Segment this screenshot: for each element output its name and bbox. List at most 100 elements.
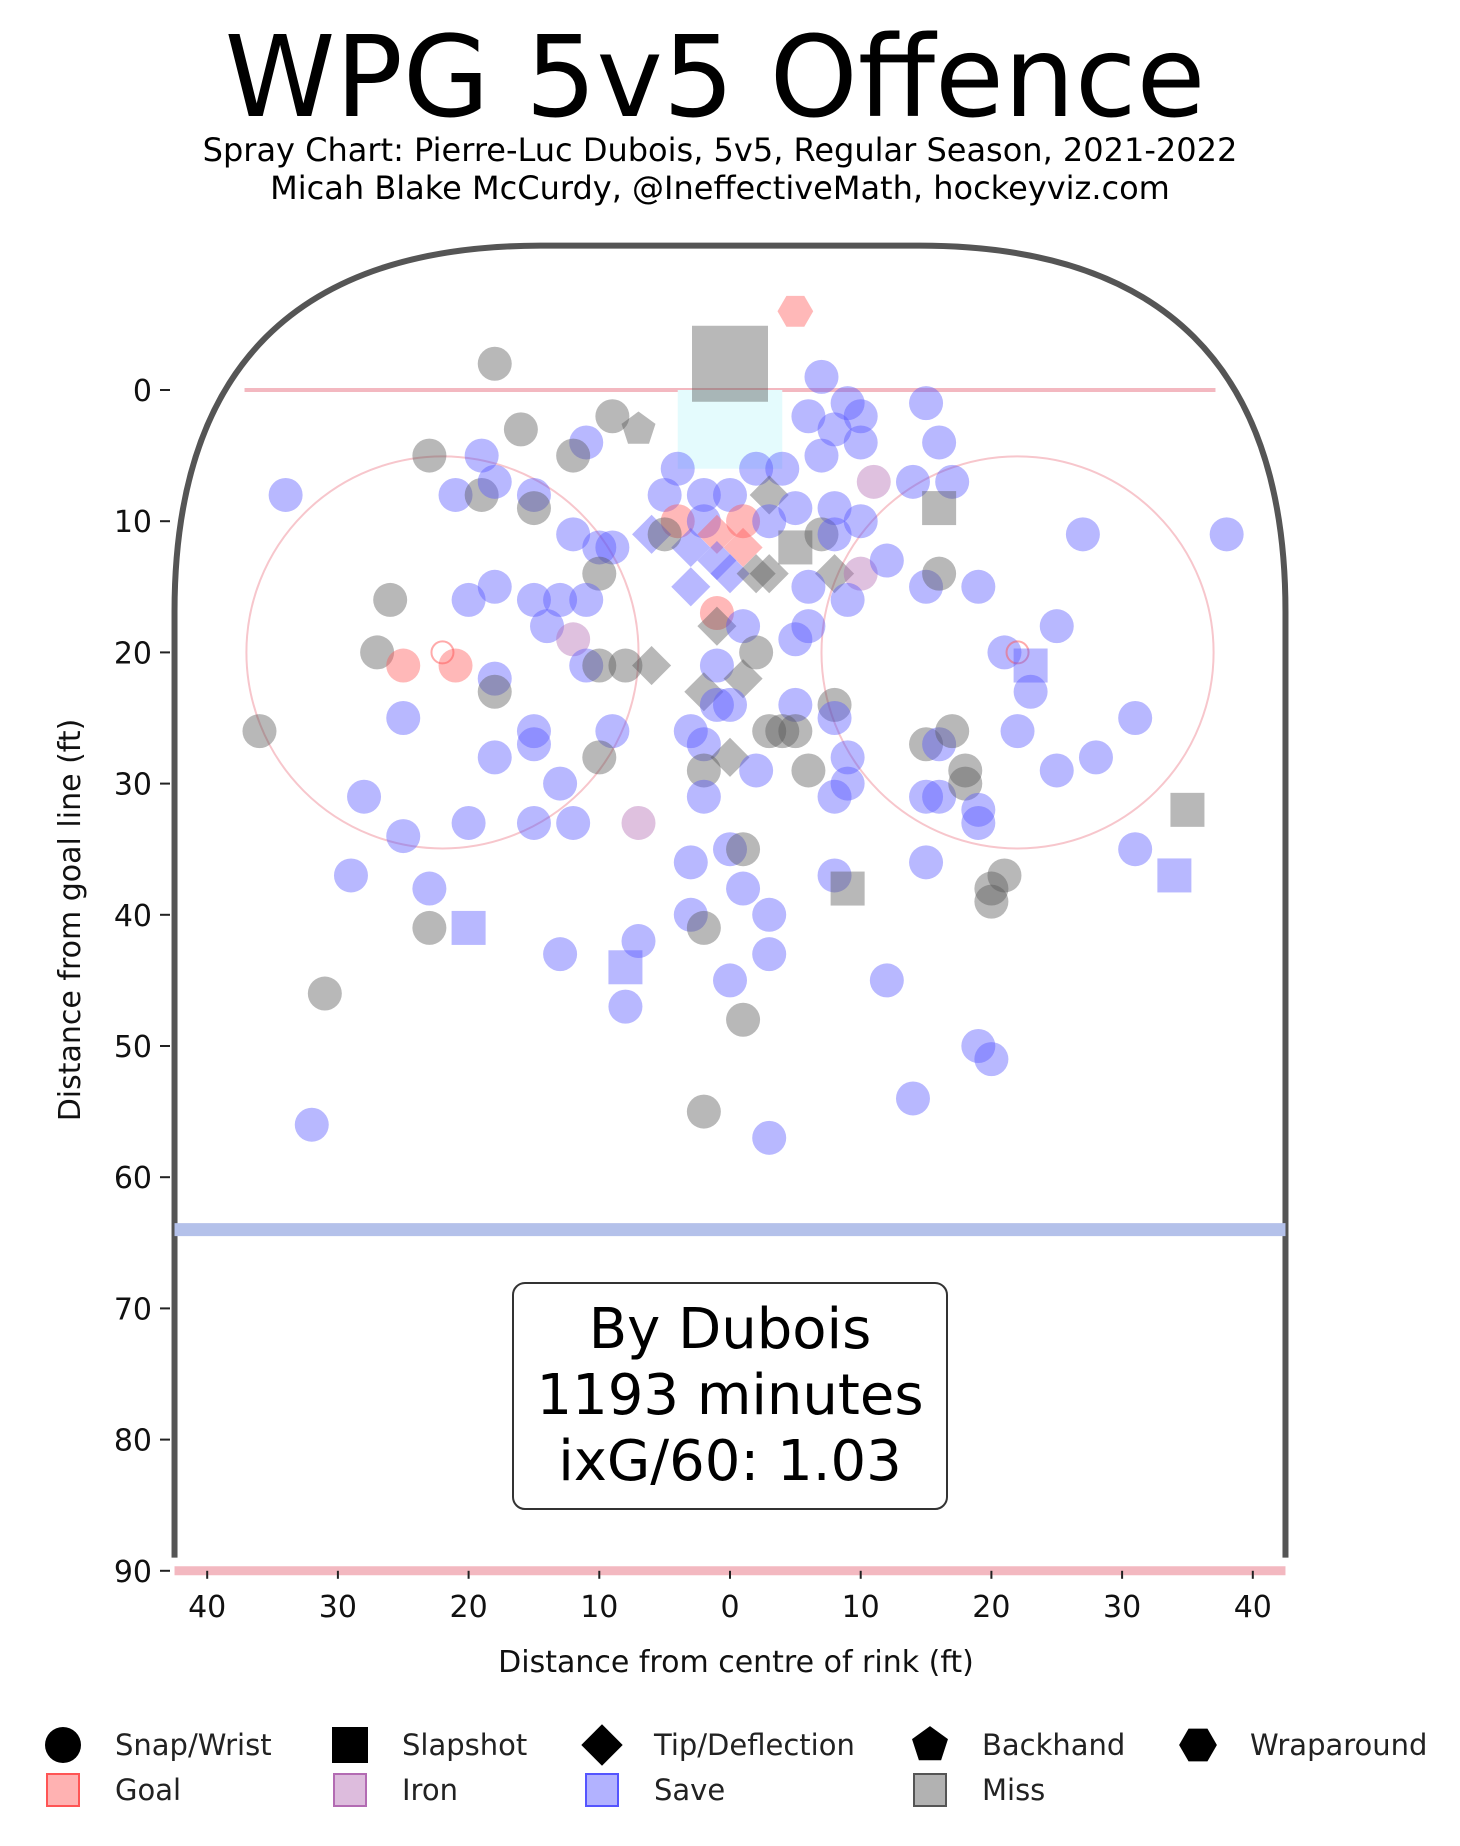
shot-point-miss xyxy=(464,477,499,512)
shot-point-miss xyxy=(412,910,447,945)
shot-point-miss xyxy=(632,645,672,686)
circle-marker-icon xyxy=(45,1727,81,1763)
shot-point-miss xyxy=(686,1094,721,1129)
info-box-player: By Dubois xyxy=(589,1297,872,1362)
shot-point-save xyxy=(686,727,721,762)
shot-point-save xyxy=(451,805,486,840)
shot-point-miss xyxy=(974,884,1009,919)
shot-point-save xyxy=(595,714,630,749)
legend-swatch-miss xyxy=(913,1773,947,1807)
shot-point-save xyxy=(961,1029,996,1063)
shot-point-save xyxy=(543,766,578,801)
shot-point-save xyxy=(752,504,787,539)
shot-point-miss xyxy=(948,766,983,801)
shot-point-iron xyxy=(556,622,591,657)
shot-point-save xyxy=(464,438,499,473)
shot-point-miss xyxy=(736,554,776,594)
shot-point-goal xyxy=(438,648,473,683)
y-tick-label: 10 xyxy=(114,505,152,540)
legend-label: Wraparound xyxy=(1250,1728,1427,1762)
x-tick-label: 30 xyxy=(1103,1590,1141,1625)
shot-point-save xyxy=(1118,832,1153,867)
shot-point-save xyxy=(713,477,747,512)
shot-point-miss xyxy=(987,858,1022,893)
shot-point-miss xyxy=(582,648,617,683)
shot-point-save xyxy=(582,530,617,565)
legend-label: Iron xyxy=(402,1773,458,1807)
shot-point-save xyxy=(922,779,957,814)
goal-crease xyxy=(677,390,783,469)
rink-boards xyxy=(171,242,1289,1558)
y-tick-label: 70 xyxy=(114,1292,152,1327)
shot-point-miss xyxy=(373,582,408,617)
shot-point-save xyxy=(909,569,944,604)
shot-point-miss xyxy=(739,635,774,670)
shot-point-save xyxy=(686,477,721,512)
shot-point-iron xyxy=(856,464,891,499)
shot-point-save xyxy=(713,687,747,722)
shot-point-save xyxy=(830,766,865,801)
shot-point-save xyxy=(1013,674,1048,709)
shot-point-save xyxy=(1157,858,1192,893)
shot-point-miss xyxy=(608,648,643,683)
shot-point-save xyxy=(543,582,578,617)
shot-point-miss xyxy=(804,517,839,552)
y-tick-label: 0 xyxy=(133,374,152,409)
shot-point-miss xyxy=(477,674,512,709)
shot-point-save xyxy=(699,687,734,722)
shot-point-save xyxy=(1039,609,1074,644)
shot-point-miss xyxy=(710,737,750,777)
shot-point-save xyxy=(673,845,708,880)
shot-point-miss xyxy=(778,530,813,565)
faceoff-circle-right xyxy=(820,455,1215,850)
shot-point-miss xyxy=(974,871,1009,906)
shot-point-goal xyxy=(660,504,695,539)
shot-point-miss xyxy=(242,714,277,749)
shot-point-miss xyxy=(477,346,512,381)
shot-point-save xyxy=(569,648,604,683)
shot-point-save xyxy=(830,740,865,775)
legend: Snap/Wrist Slapshot Tip/Deflection Backhand… xyxy=(45,1724,1427,1807)
shot-point-save xyxy=(451,582,486,617)
info-box-frame xyxy=(512,1282,948,1510)
shot-point-save xyxy=(477,569,512,604)
shot-point-save xyxy=(726,609,761,644)
shot-point-save xyxy=(922,425,957,460)
shot-point-miss xyxy=(726,832,761,867)
shot-point-miss xyxy=(935,714,970,749)
shot-point-save xyxy=(817,858,852,893)
shot-point-miss xyxy=(684,672,724,712)
hexagon-marker-icon xyxy=(1179,1728,1217,1762)
shot-point-save xyxy=(686,504,721,539)
shot-point-save xyxy=(961,805,996,840)
shot-point-save xyxy=(778,622,813,657)
x-tick-label: 0 xyxy=(720,1590,739,1625)
shot-point-save xyxy=(1065,517,1100,552)
shot-point-save xyxy=(752,937,787,972)
legend-label: Tip/Deflection xyxy=(653,1728,855,1762)
shot-point-miss xyxy=(726,1002,761,1037)
shot-point-save xyxy=(530,609,565,644)
shot-point-miss xyxy=(752,714,787,749)
shot-point-save xyxy=(843,399,878,434)
shot-point-save xyxy=(817,779,852,814)
shot-point-save xyxy=(1039,753,1074,788)
y-tick-label: 60 xyxy=(114,1161,152,1196)
shot-point-save xyxy=(817,701,852,735)
info-box-minutes: 1193 minutes xyxy=(537,1363,924,1428)
x-tick-label: 40 xyxy=(1234,1590,1272,1625)
shot-point-save xyxy=(673,897,708,932)
shot-point-save xyxy=(516,714,551,749)
chart-axes: Distance from centre of rink (ft) Distan… xyxy=(53,374,1272,1680)
shot-point-save xyxy=(556,517,591,552)
shot-point-save xyxy=(739,753,774,788)
shot-point-save xyxy=(647,477,682,512)
shot-point-save xyxy=(386,701,421,735)
shot-point-save xyxy=(791,569,826,604)
legend-swatch-goal xyxy=(46,1773,80,1807)
shot-point-save xyxy=(516,727,551,762)
shot-point-miss xyxy=(948,753,983,788)
legend-label: Save xyxy=(654,1773,725,1807)
legend-label: Slapshot xyxy=(402,1728,527,1762)
legend-swatch-iron xyxy=(333,1773,367,1807)
